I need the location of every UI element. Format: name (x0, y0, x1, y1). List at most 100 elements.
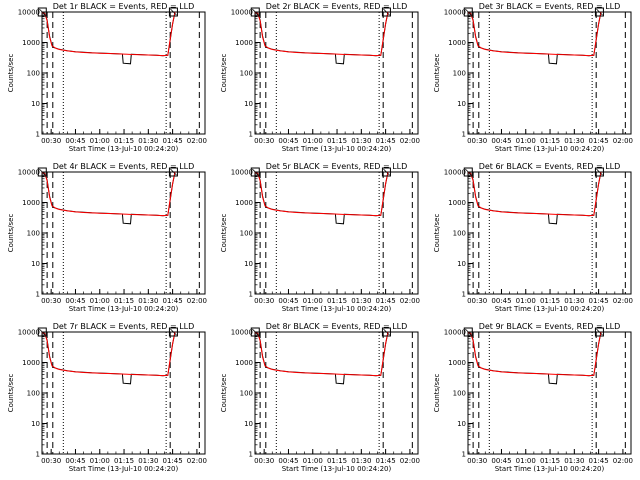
chart-title: Det 4r BLACK = Events, RED = LLD (53, 162, 195, 171)
chart-title: Det 6r BLACK = Events, RED = LLD (479, 162, 621, 171)
plot-frame (41, 331, 206, 455)
x-tick-label: 02:00 (187, 297, 207, 305)
y-tick-label: 1000 (235, 199, 253, 207)
x-tick-label: 00:45 (278, 297, 298, 305)
x-tick-label: 00:45 (278, 137, 298, 145)
box-marker-cross (383, 328, 390, 336)
x-tick-label: 01:15 (114, 297, 134, 305)
y-tick-label: 100 (240, 230, 253, 238)
events-series-line (467, 331, 602, 385)
box-marker (594, 327, 604, 337)
x-axis-label: Start Time (13-Jul-10 00:24:20) (495, 305, 605, 313)
chart-title: Det 9r BLACK = Events, RED = LLD (479, 322, 621, 331)
box-marker-cross (464, 8, 472, 16)
x-tick-label: 02:00 (613, 137, 633, 145)
plot-frame (467, 171, 632, 295)
chart-title: Det 8r BLACK = Events, RED = LLD (266, 322, 408, 331)
lld-series-line (254, 11, 389, 57)
events-series-line (254, 11, 389, 65)
detector-chart-5: Det 5r BLACK = Events, RED = LLD 1 10 100 10… (220, 162, 420, 313)
x-tick-label: 00:45 (65, 297, 85, 305)
x-tick-label: 01:15 (540, 457, 560, 465)
lld-series-line (254, 171, 389, 217)
y-tick-label: 10000 (231, 169, 253, 177)
x-tick-label: 01:15 (327, 297, 347, 305)
y-tick-label: 1 (249, 291, 253, 299)
y-tick-label: 100 (27, 230, 40, 238)
events-series-line (254, 171, 389, 225)
x-tick-label: 00:45 (491, 457, 511, 465)
x-tick-label: 00:45 (278, 457, 298, 465)
x-tick-label: 01:45 (589, 297, 609, 305)
x-tick-label: 01:15 (114, 137, 134, 145)
box-marker (381, 167, 391, 177)
y-tick-label: 1000 (448, 199, 466, 207)
x-tick-label: 00:45 (65, 457, 85, 465)
y-tick-label: 1 (462, 451, 466, 459)
box-marker (37, 7, 47, 17)
x-tick-label: 01:00 (516, 137, 536, 145)
x-tick-label: 01:00 (516, 297, 536, 305)
x-tick-label: 02:00 (187, 457, 207, 465)
events-series-line (41, 11, 176, 65)
x-tick-label: 01:45 (163, 297, 183, 305)
events-series-line (41, 171, 176, 225)
chart-title: Det 7r BLACK = Events, RED = LLD (53, 322, 195, 331)
y-tick-label: 10 (31, 420, 40, 428)
x-tick-label: 01:30 (351, 137, 371, 145)
x-tick-label: 02:00 (400, 137, 420, 145)
x-axis-label: Start Time (13-Jul-10 00:24:20) (282, 145, 392, 153)
chart-title: Det 5r BLACK = Events, RED = LLD (266, 162, 408, 171)
y-axis-label: Counts/sec (7, 214, 15, 253)
box-marker-cross (38, 328, 46, 336)
y-tick-label: 10 (244, 260, 253, 268)
x-tick-label: 02:00 (400, 457, 420, 465)
plot-frame (254, 11, 419, 135)
lld-series-line (467, 11, 602, 57)
lld-series-line (41, 11, 176, 57)
y-tick-label: 10 (31, 100, 40, 108)
x-tick-label: 01:00 (90, 137, 110, 145)
lld-series-line (467, 171, 602, 217)
x-tick-label: 01:30 (138, 137, 158, 145)
box-marker (168, 167, 178, 177)
box-marker-cross (170, 328, 177, 336)
y-tick-label: 1 (249, 131, 253, 139)
y-tick-label: 10 (244, 420, 253, 428)
y-axis-label: Counts/sec (7, 374, 15, 413)
y-axis-label: Counts/sec (433, 214, 441, 253)
y-tick-label: 10000 (18, 9, 40, 17)
x-axis-label: Start Time (13-Jul-10 00:24:20) (69, 145, 179, 153)
box-marker (250, 167, 260, 177)
x-axis-label: Start Time (13-Jul-10 00:24:20) (69, 465, 179, 473)
y-tick-label: 100 (240, 390, 253, 398)
x-tick-label: 01:30 (138, 457, 158, 465)
y-axis-label: Counts/sec (7, 54, 15, 93)
x-tick-label: 00:45 (65, 137, 85, 145)
x-tick-label: 01:45 (163, 137, 183, 145)
x-tick-label: 01:15 (327, 137, 347, 145)
x-axis-label: Start Time (13-Jul-10 00:24:20) (282, 305, 392, 313)
y-axis-label: Counts/sec (433, 54, 441, 93)
x-tick-label: 00:30 (467, 297, 487, 305)
x-tick-label: 01:00 (90, 457, 110, 465)
x-tick-label: 01:00 (303, 137, 323, 145)
x-tick-label: 02:00 (613, 297, 633, 305)
box-marker (594, 7, 604, 17)
detector-chart-4: Det 4r BLACK = Events, RED = LLD 1 10 100 10… (7, 162, 207, 313)
x-tick-label: 01:00 (90, 297, 110, 305)
plot-frame (254, 171, 419, 295)
y-tick-label: 1000 (235, 359, 253, 367)
box-marker (168, 327, 178, 337)
x-tick-label: 01:15 (327, 457, 347, 465)
y-tick-label: 100 (240, 70, 253, 78)
x-tick-label: 00:30 (254, 137, 274, 145)
events-series-line (467, 171, 602, 225)
box-marker-cross (383, 168, 390, 176)
y-tick-label: 10000 (231, 329, 253, 337)
detector-chart-3: Det 3r BLACK = Events, RED = LLD 1 10 100 10… (433, 2, 633, 153)
box-marker (37, 327, 47, 337)
y-tick-label: 10000 (444, 9, 466, 17)
x-tick-label: 01:30 (564, 297, 584, 305)
x-tick-label: 01:15 (540, 137, 560, 145)
